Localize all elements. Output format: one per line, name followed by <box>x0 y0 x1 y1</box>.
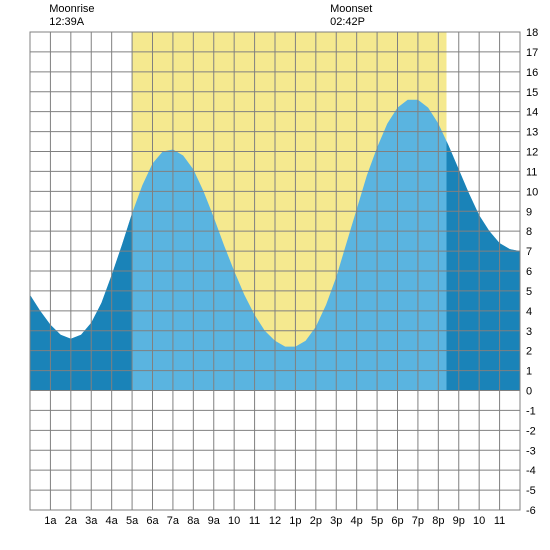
tide-chart: -6-5-4-3-2-10123456789101112131415161718… <box>0 0 550 550</box>
y-tick-label: -1 <box>526 405 536 417</box>
y-tick-label: 7 <box>526 246 532 258</box>
y-tick-label: 6 <box>526 266 532 278</box>
y-tick-label: -3 <box>526 445 536 457</box>
x-tick-label: 9p <box>453 515 465 527</box>
x-tick-label: 7p <box>412 515 424 527</box>
x-tick-label: 6p <box>391 515 403 527</box>
x-tick-label: 4p <box>351 515 363 527</box>
y-tick-label: 18 <box>526 27 538 39</box>
moonrise-time: 12:39A <box>49 16 85 28</box>
y-tick-label: 4 <box>526 306 532 318</box>
y-tick-label: 13 <box>526 127 538 139</box>
x-tick-label: 3a <box>85 515 98 527</box>
x-tick-label: 4a <box>106 515 119 527</box>
y-tick-label: -4 <box>526 465 536 477</box>
x-tick-label: 11 <box>494 515 505 527</box>
x-tick-label: 10 <box>228 515 240 527</box>
chart-svg: -6-5-4-3-2-10123456789101112131415161718… <box>0 0 550 550</box>
x-tick-label: 9a <box>208 515 221 527</box>
x-tick-label: 3p <box>330 515 342 527</box>
moonrise-label: Moonrise <box>49 3 94 15</box>
x-tick-label: 5a <box>126 515 139 527</box>
y-tick-label: 10 <box>526 186 538 198</box>
x-tick-label: 10 <box>473 515 485 527</box>
moonset-time: 02:42P <box>330 16 365 28</box>
y-tick-label: 16 <box>526 67 538 79</box>
y-tick-label: 8 <box>526 226 532 238</box>
x-tick-label: 12 <box>269 515 281 527</box>
x-tick-label: 5p <box>371 515 383 527</box>
y-tick-label: 14 <box>526 107 538 119</box>
y-tick-label: -6 <box>526 505 536 517</box>
x-tick-label: 11 <box>249 515 260 527</box>
y-tick-label: 9 <box>526 206 532 218</box>
x-tick-label: 2p <box>310 515 322 527</box>
moonset-label: Moonset <box>330 3 372 15</box>
x-tick-label: 1a <box>44 515 57 527</box>
x-tick-label: 2a <box>65 515 78 527</box>
y-tick-label: 5 <box>526 286 532 298</box>
y-tick-label: 2 <box>526 346 532 358</box>
x-tick-label: 1p <box>289 515 301 527</box>
y-tick-label: 1 <box>526 366 532 378</box>
y-tick-label: 3 <box>526 326 532 338</box>
y-tick-label: -2 <box>526 425 536 437</box>
x-tick-label: 6a <box>146 515 159 527</box>
y-tick-label: -5 <box>526 485 536 497</box>
x-tick-label: 7a <box>167 515 180 527</box>
y-tick-label: 0 <box>526 386 532 398</box>
y-tick-label: 15 <box>526 87 538 99</box>
y-tick-label: 17 <box>526 47 538 59</box>
y-tick-label: 11 <box>526 166 537 178</box>
x-tick-label: 8a <box>187 515 200 527</box>
y-tick-label: 12 <box>526 147 538 159</box>
x-tick-label: 8p <box>432 515 444 527</box>
